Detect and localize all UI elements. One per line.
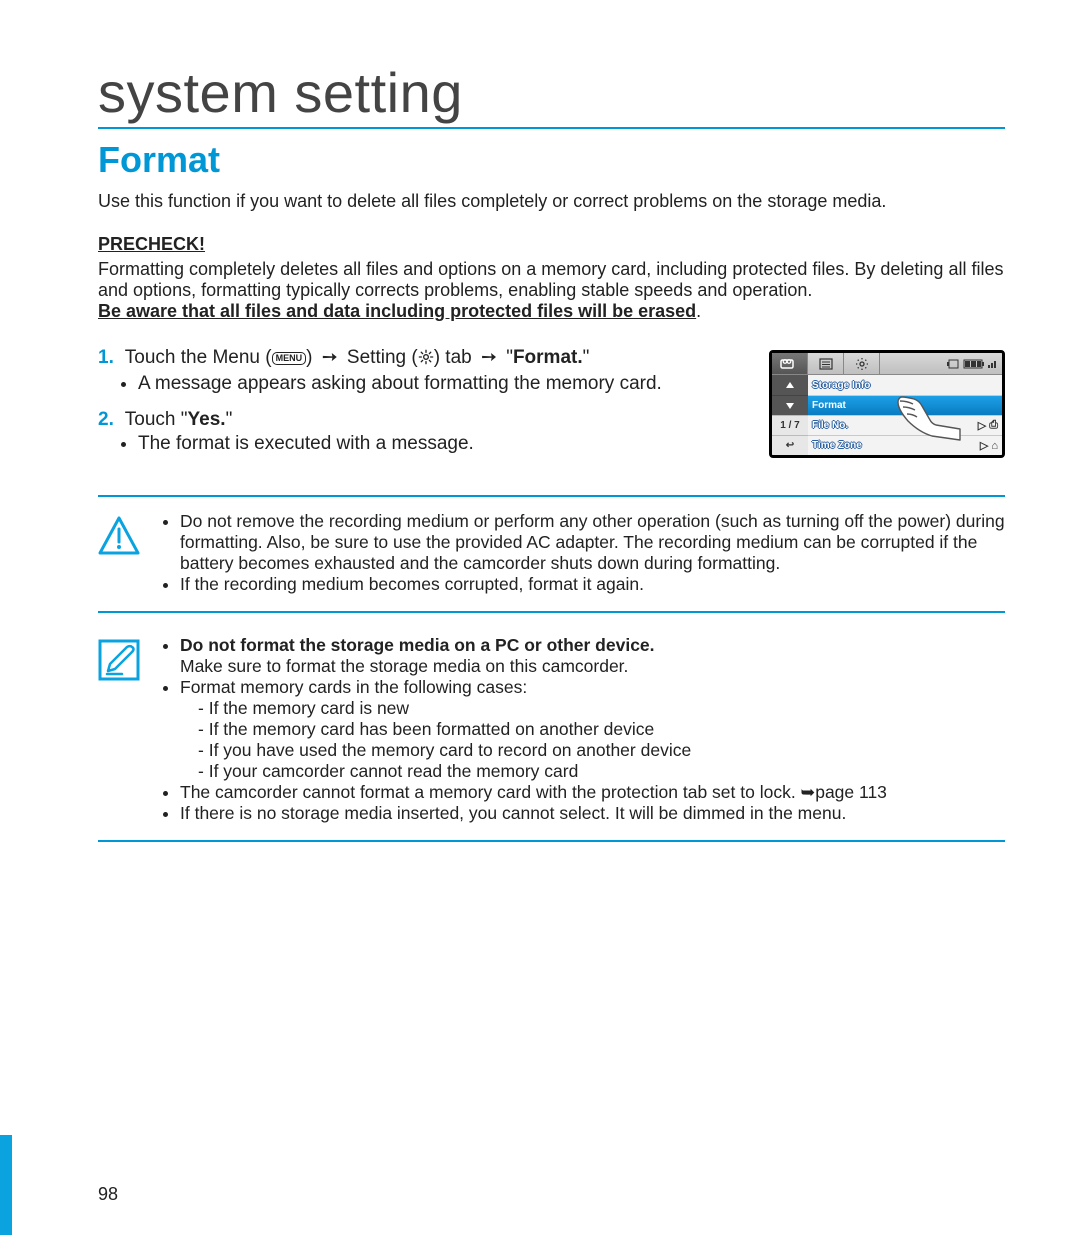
lcd-signal-icon	[988, 359, 998, 369]
step-2-bullet: The format is executed with a message.	[138, 433, 741, 455]
lcd-row-storage-info: Storage Info	[808, 375, 1002, 395]
section-title: Format	[98, 139, 1005, 181]
precheck-warning: Be aware that all files and data includi…	[98, 301, 696, 321]
gear-icon	[418, 349, 434, 371]
step-1-number: 1.	[98, 347, 114, 368]
warning-item-2: If the recording medium becomes corrupte…	[180, 574, 1005, 595]
step-1-format: Format.	[513, 347, 583, 368]
page-edge-bar	[0, 1135, 12, 1235]
arrow-icon: ➙	[322, 347, 338, 368]
note-item-3: The camcorder cannot format a memory car…	[180, 782, 887, 803]
note-sub-a: If the memory card is new	[198, 698, 887, 719]
lcd-row-time-zone: Time Zone▷⌂	[808, 435, 1002, 455]
note-item-2: Format memory cards in the following cas…	[180, 677, 887, 782]
warning-item-1: Do not remove the recording medium or pe…	[180, 511, 1005, 574]
note-icon	[98, 639, 140, 681]
lcd-battery-icon	[942, 353, 1002, 374]
step-2-yes: Yes.	[188, 409, 226, 430]
lcd-row-format: Format	[808, 395, 1002, 415]
lcd-down-button	[772, 395, 808, 415]
arrow-icon: ➙	[481, 347, 497, 368]
page-number: 98	[98, 1184, 118, 1205]
intro-text: Use this function if you want to delete …	[98, 191, 1005, 212]
chapter-title: system setting	[98, 60, 1005, 129]
step-2-number: 2.	[98, 409, 114, 430]
precheck-heading: PRECHECK!	[98, 234, 1005, 255]
precheck-text-1: Formatting completely deletes all files …	[98, 259, 1003, 300]
lcd-row-file-no: File No.▷⎙	[808, 415, 1002, 435]
note-item-4: If there is no storage media inserted, y…	[180, 803, 887, 824]
step-2: 2. Touch "Yes." The format is executed w…	[98, 409, 741, 455]
lcd-tab-settings-icon	[844, 353, 880, 374]
lcd-pager: 1 / 7	[772, 415, 808, 435]
lcd-up-button	[772, 375, 808, 395]
note-sub-c: If you have used the memory card to reco…	[198, 740, 887, 761]
menu-icon: MENU	[272, 352, 307, 365]
lcd-screenshot: 1 / 7 ↩ Storage Info Format File No.▷⎙ T…	[769, 350, 1005, 458]
lcd-back-button: ↩	[772, 435, 808, 455]
note-callout: Do not format the storage media on a PC …	[98, 631, 1005, 842]
precheck-body: Formatting completely deletes all files …	[98, 259, 1005, 322]
step-1: 1. Touch the Menu (MENU) ➙ Setting () ta…	[98, 346, 741, 395]
note-item-1: Do not format the storage media on a PC …	[180, 635, 887, 677]
warning-callout: Do not remove the recording medium or pe…	[98, 507, 1005, 613]
warning-icon	[98, 515, 140, 557]
note-sub-d: If your camcorder cannot read the memory…	[198, 761, 887, 782]
step-1-bullet: A message appears asking about formattin…	[138, 373, 741, 395]
lcd-tab-camera-icon	[772, 353, 808, 374]
lcd-tab-list-icon	[808, 353, 844, 374]
note-sub-b: If the memory card has been formatted on…	[198, 719, 887, 740]
